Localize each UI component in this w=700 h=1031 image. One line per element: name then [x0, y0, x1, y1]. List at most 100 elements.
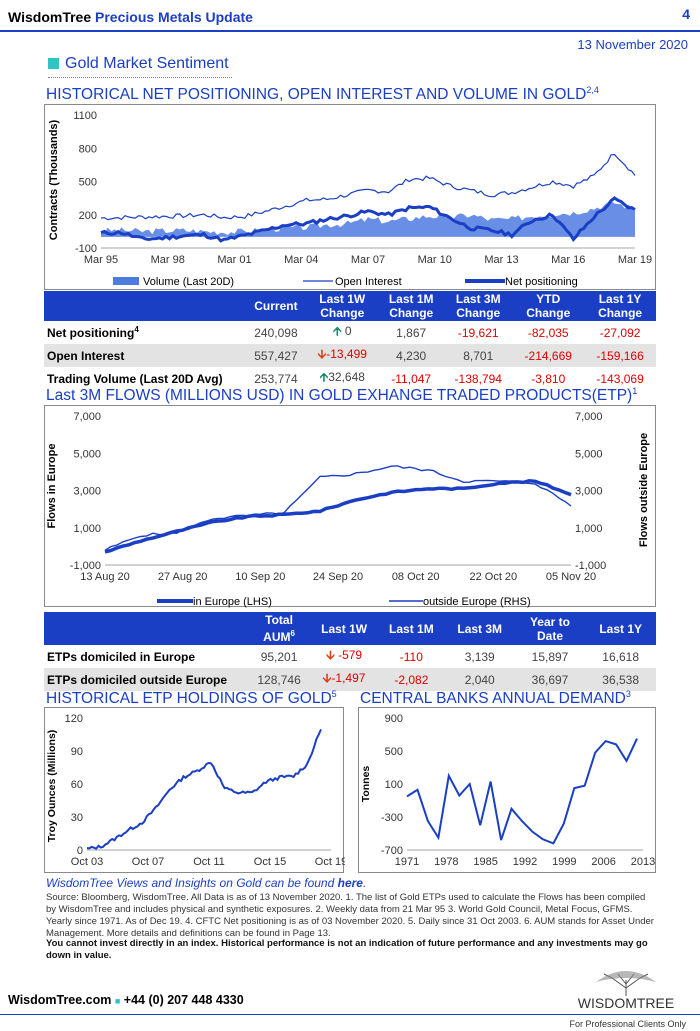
table1-container: Current Last 1W Change Last 1M Change La…: [44, 291, 656, 390]
legend-net-positioning: Net positioning: [505, 276, 578, 288]
cell-3m: -19,621: [457, 325, 499, 340]
cell-1w: 🡫-1,497: [310, 668, 378, 691]
chart3-ytick-label: 0: [77, 845, 83, 857]
cell-ytd: 36,697: [514, 668, 586, 691]
cell-current: 557,427: [245, 344, 307, 367]
chart1-title-sup: 2,4: [586, 85, 599, 95]
chart2-xtick-label: 22 Oct 20: [469, 571, 517, 583]
chart2-title-sup: 1: [632, 386, 638, 396]
cell-1y: 36,538: [585, 668, 656, 691]
open-interest-line: [100, 153, 636, 221]
row-label: ETPs domiciled outside Europe: [44, 668, 248, 691]
chart4-title-text: CENTRAL BANKS ANNUAL DEMAND: [360, 690, 626, 708]
chart4-xtick-label: 1985: [473, 856, 497, 868]
cell-1w-value: -579: [338, 648, 363, 662]
chart1-xtick-label: Mar 10: [418, 254, 452, 266]
table1-corner: [44, 291, 246, 321]
legend-in-europe: in Europe (LHS): [193, 596, 272, 608]
chart4-xtick-label: 2013: [631, 856, 655, 868]
chart1-xtick-label: Mar 98: [151, 254, 185, 266]
cell-1w-value: -13,499: [326, 347, 367, 361]
chart2-xtick-label: 08 Oct 20: [392, 571, 440, 583]
chart1-xtick-label: Mar 13: [484, 254, 518, 266]
chart4-frame: Tonnes 900 500 100 -300 -700 1971 1978 1985 199…: [358, 707, 656, 873]
cell-ytd: 15,897: [531, 649, 569, 664]
insights-text: WisdomTree Views and Insights on Gold ca…: [46, 876, 338, 890]
chart4-ylabel: Tonnes: [360, 766, 372, 803]
table1-col-ytd: YTD Change: [512, 291, 585, 321]
arrow-up-icon: 🡩: [319, 370, 329, 384]
arrow-down-icon: 🡫: [317, 347, 327, 361]
row-label-sup: 4: [134, 325, 139, 334]
teal-square-icon: [48, 58, 59, 69]
chart3-ytick-label: 30: [71, 812, 83, 824]
chart1-xtick-label: Mar 01: [217, 254, 251, 266]
chart4-ytick-label: 500: [385, 746, 403, 758]
table2-col-aum: Total AUM6: [247, 612, 311, 645]
row-label: Open Interest: [44, 344, 246, 367]
chart1-xtick-label: Mar 07: [351, 254, 385, 266]
cell-ytd: -3,810: [531, 371, 566, 386]
table2-col-aum-text: Total AUM: [263, 613, 293, 644]
arrow-down-icon: 🡫: [326, 648, 335, 662]
chart2-ytick-label: 5,000: [73, 448, 101, 460]
report-date: 13 November 2020: [577, 37, 688, 52]
chart3-title-text: HISTORICAL ETP HOLDINGS OF GOLD: [46, 690, 332, 708]
footer-website[interactable]: WisdomTree.com: [8, 993, 112, 1007]
chart4-xtick-label: 1971: [395, 856, 419, 868]
footer-bullet-icon: ■: [114, 996, 121, 1006]
chart1-xtick-label: Mar 19: [618, 254, 652, 266]
chart3-xtick-label: Oct 03: [71, 856, 103, 868]
table-row: Net positioning4 240,098 🡩 0 1,867 -19,6…: [44, 321, 656, 344]
etp-holdings-line: [86, 728, 322, 850]
insights-line: WisdomTree Views and Insights on Gold ca…: [46, 876, 367, 890]
chart4-xtick-label: 1999: [552, 856, 576, 868]
chart4-svg: Tonnes 900 500 100 -300 -700 1971 1978 1985 199…: [360, 713, 655, 868]
cell-1y: -27,092: [599, 325, 641, 340]
etp-flows-table: Total AUM6 Last 1W Last 1M Last 3M Year …: [44, 612, 656, 691]
arrow-up-icon: 🡩: [332, 324, 342, 338]
chart3-ytick-label: 90: [71, 746, 83, 758]
table1-col-1y: Last 1Y Change: [584, 291, 656, 321]
chart3-xtick-label: Oct 19: [315, 856, 345, 868]
table-row: ETPs domiciled in Europe 95,201 🡫 -579 -…: [44, 645, 656, 668]
legend-open-interest: Open Interest: [335, 276, 402, 288]
central-bank-demand-line: [406, 738, 638, 845]
chart1-title-text: HISTORICAL NET POSITIONING, OPEN INTERES…: [46, 86, 587, 104]
cell-1m: 4,230: [378, 344, 445, 367]
cell-1m: -110: [399, 649, 423, 664]
chart2-ytick-label-right: 3,000: [575, 486, 603, 498]
chart1-ytick-label: 800: [79, 143, 97, 155]
chart2-xtick-label: 05 Nov 20: [546, 571, 596, 583]
chart3-ytick-label: 60: [71, 779, 83, 791]
chart1-ytick-label: 200: [79, 210, 97, 222]
chart1-svg: Contracts (Thousands) 1100800500200-100 …: [48, 110, 652, 288]
row-label: ETPs domiciled in Europe: [47, 649, 196, 664]
cell-aum: 95,201: [260, 649, 298, 664]
header-brand: WisdomTree: [8, 9, 92, 25]
chart2-ytick-label: -1,000: [70, 560, 101, 572]
chart2-title-text: Last 3M FLOWS (MILLIONS USD) IN GOLD EXH…: [46, 387, 633, 405]
chart1-xtick-label: Mar 95: [84, 254, 118, 266]
table2-container: Total AUM6 Last 1W Last 1M Last 3M Year …: [44, 612, 656, 691]
chart3-xtick-label: Oct 15: [254, 856, 286, 868]
row-label-text: Net positioning: [47, 326, 135, 340]
cell-ytd: -214,669: [512, 344, 585, 367]
chart4-title-sup: 3: [625, 689, 631, 699]
table2-corner: [44, 612, 248, 645]
chart2-ytick-label: 7,000: [73, 411, 101, 423]
chart1-ytick-label: 1100: [73, 110, 97, 122]
table1-col-1w: Last 1W Change: [306, 291, 379, 321]
chart4-ytick-label: -300: [381, 812, 403, 824]
legend-volume: Volume (Last 20D): [143, 276, 234, 288]
here-link[interactable]: here: [337, 876, 363, 890]
chart3-xtick-label: Oct 07: [132, 856, 164, 868]
cell-ytd: -82,035: [527, 325, 569, 340]
table2-col-1m: Last 1M: [377, 612, 445, 645]
cell-1w-value: 0: [344, 324, 352, 338]
chart1-title: HISTORICAL NET POSITIONING, OPEN INTERES…: [46, 85, 599, 104]
cell-1w-value: 32,648: [328, 370, 365, 384]
chart3-xtick-label: Oct 11: [193, 856, 225, 868]
row-label: Trading Volume (Last 20D Avg): [47, 371, 223, 386]
cell-current: 240,098: [254, 325, 298, 340]
